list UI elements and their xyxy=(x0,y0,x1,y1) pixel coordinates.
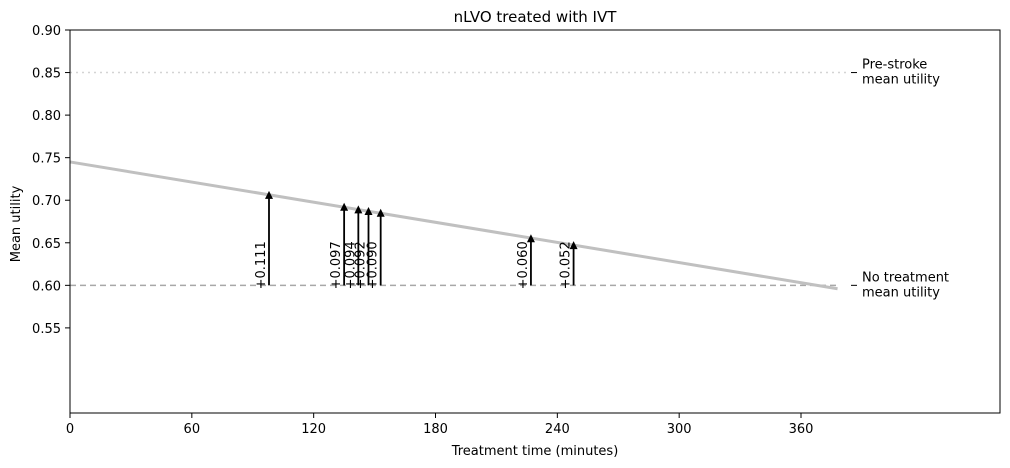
x-tick-label: 60 xyxy=(184,422,201,437)
y-axis-label: Mean utility xyxy=(9,185,24,262)
arrow-head xyxy=(569,241,578,250)
arrow-value-label: +0.094 xyxy=(343,241,358,289)
y-tick-label: 0.70 xyxy=(32,194,61,209)
x-tick-label: 0 xyxy=(66,422,74,437)
x-tick-label: 300 xyxy=(667,422,692,437)
chart-title: nLVO treated with IVT xyxy=(454,8,618,26)
trend-line xyxy=(69,160,838,291)
reference-line-label: Pre-stroke mean utility xyxy=(862,58,940,88)
arrow-value-label: +0.111 xyxy=(254,241,269,289)
arrow-head xyxy=(526,234,535,243)
y-tick-label: 0.85 xyxy=(32,67,61,82)
y-tick-label: 0.75 xyxy=(32,152,61,167)
arrow-value-label: +0.092 xyxy=(353,241,368,289)
y-tick-label: 0.65 xyxy=(32,237,61,252)
x-tick-label: 240 xyxy=(545,422,570,437)
y-tick-label: 0.80 xyxy=(32,109,61,124)
y-tick-label: 0.90 xyxy=(32,24,61,39)
plot-frame xyxy=(69,29,1001,414)
arrow-head xyxy=(376,208,385,217)
arrow-value-label: +0.090 xyxy=(366,241,381,289)
arrow-head xyxy=(364,207,373,216)
arrow-value-label: +0.097 xyxy=(329,241,344,289)
x-tick-label: 360 xyxy=(789,422,814,437)
y-tick-label: 0.60 xyxy=(32,279,61,294)
y-tick-label: 0.55 xyxy=(32,322,61,337)
arrow-head xyxy=(264,190,273,199)
arrow-value-label: +0.052 xyxy=(559,241,574,289)
arrow-value-label: +0.060 xyxy=(516,241,531,289)
x-tick-label: 120 xyxy=(301,422,326,437)
reference-line-label: No treatment mean utility xyxy=(862,270,949,300)
arrow-head xyxy=(354,205,363,214)
x-tick-label: 180 xyxy=(423,422,448,437)
arrow-head xyxy=(340,202,349,211)
x-axis-label: Treatment time (minutes) xyxy=(451,444,619,459)
